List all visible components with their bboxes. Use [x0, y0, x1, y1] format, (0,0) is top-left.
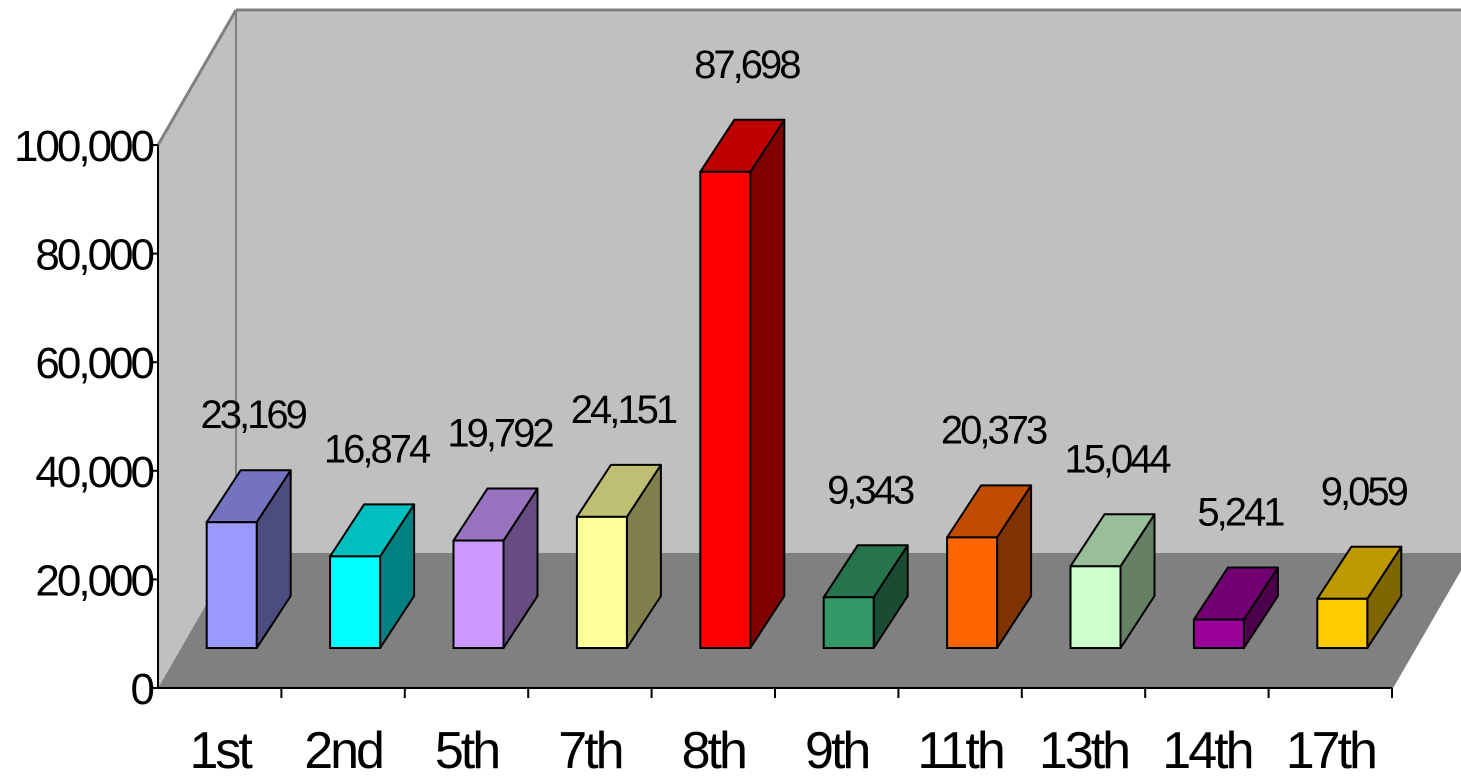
y-tick-label: 60,000: [35, 339, 153, 388]
category-label: 14th: [1162, 722, 1251, 780]
data-label: 19,792: [447, 412, 553, 456]
data-label: 9,343: [827, 468, 914, 512]
bar-front: [452, 539, 505, 649]
category-label: 1st: [190, 722, 254, 780]
bar-front: [205, 521, 258, 649]
category-label: 9th: [805, 722, 868, 780]
category-label: 5th: [435, 722, 498, 780]
category-label: 17th: [1286, 722, 1375, 780]
bar-front: [822, 596, 875, 650]
data-labels: 23,169 16,874 19,792 24,151 87,698 9,343 20,37…: [201, 43, 1411, 535]
bar-front: [575, 515, 628, 649]
bar: [946, 484, 1033, 650]
bar-front: [1192, 618, 1245, 650]
bar: [1192, 566, 1279, 650]
bar-front: [699, 170, 752, 649]
bar-side: [749, 118, 786, 649]
bar: [1316, 545, 1403, 649]
category-label: 8th: [682, 722, 745, 780]
y-tick-label: 0: [131, 665, 154, 714]
category-label: 2nd: [304, 722, 382, 780]
category-axis: 1st 2nd 5th 7th 8th 9th 11th 13th 14th 17th: [190, 688, 1393, 780]
data-label: 23,169: [201, 393, 307, 437]
y-tick-label: 40,000: [35, 448, 153, 497]
data-label: 15,044: [1064, 437, 1171, 481]
y-tick-label: 20,000: [35, 556, 153, 605]
data-label: 87,698: [694, 43, 800, 87]
bar-series: [205, 118, 1403, 650]
bar: [822, 544, 909, 650]
data-label: 16,874: [324, 427, 431, 471]
category-label: 13th: [1039, 722, 1128, 780]
category-label: 7th: [558, 722, 621, 780]
data-label: 9,059: [1321, 470, 1408, 514]
bar: [329, 503, 416, 650]
category-label: 11th: [917, 722, 1002, 780]
bar-front: [1069, 565, 1122, 650]
bar: [1069, 513, 1156, 650]
y-tick-label: 100,000: [14, 122, 154, 171]
wall-edge: [156, 9, 238, 146]
bar-front: [1316, 597, 1369, 649]
bar: [699, 118, 786, 649]
bar-front: [329, 555, 382, 650]
data-label: 20,373: [941, 408, 1047, 452]
bar: [575, 463, 662, 649]
y-tick-label: 80,000: [35, 231, 153, 280]
bar: [452, 487, 539, 649]
bar: [205, 469, 292, 649]
bar-front: [946, 536, 999, 650]
wall-edge: [1391, 566, 1461, 689]
data-label: 24,151: [571, 388, 677, 432]
data-label: 5,241: [1197, 491, 1284, 535]
